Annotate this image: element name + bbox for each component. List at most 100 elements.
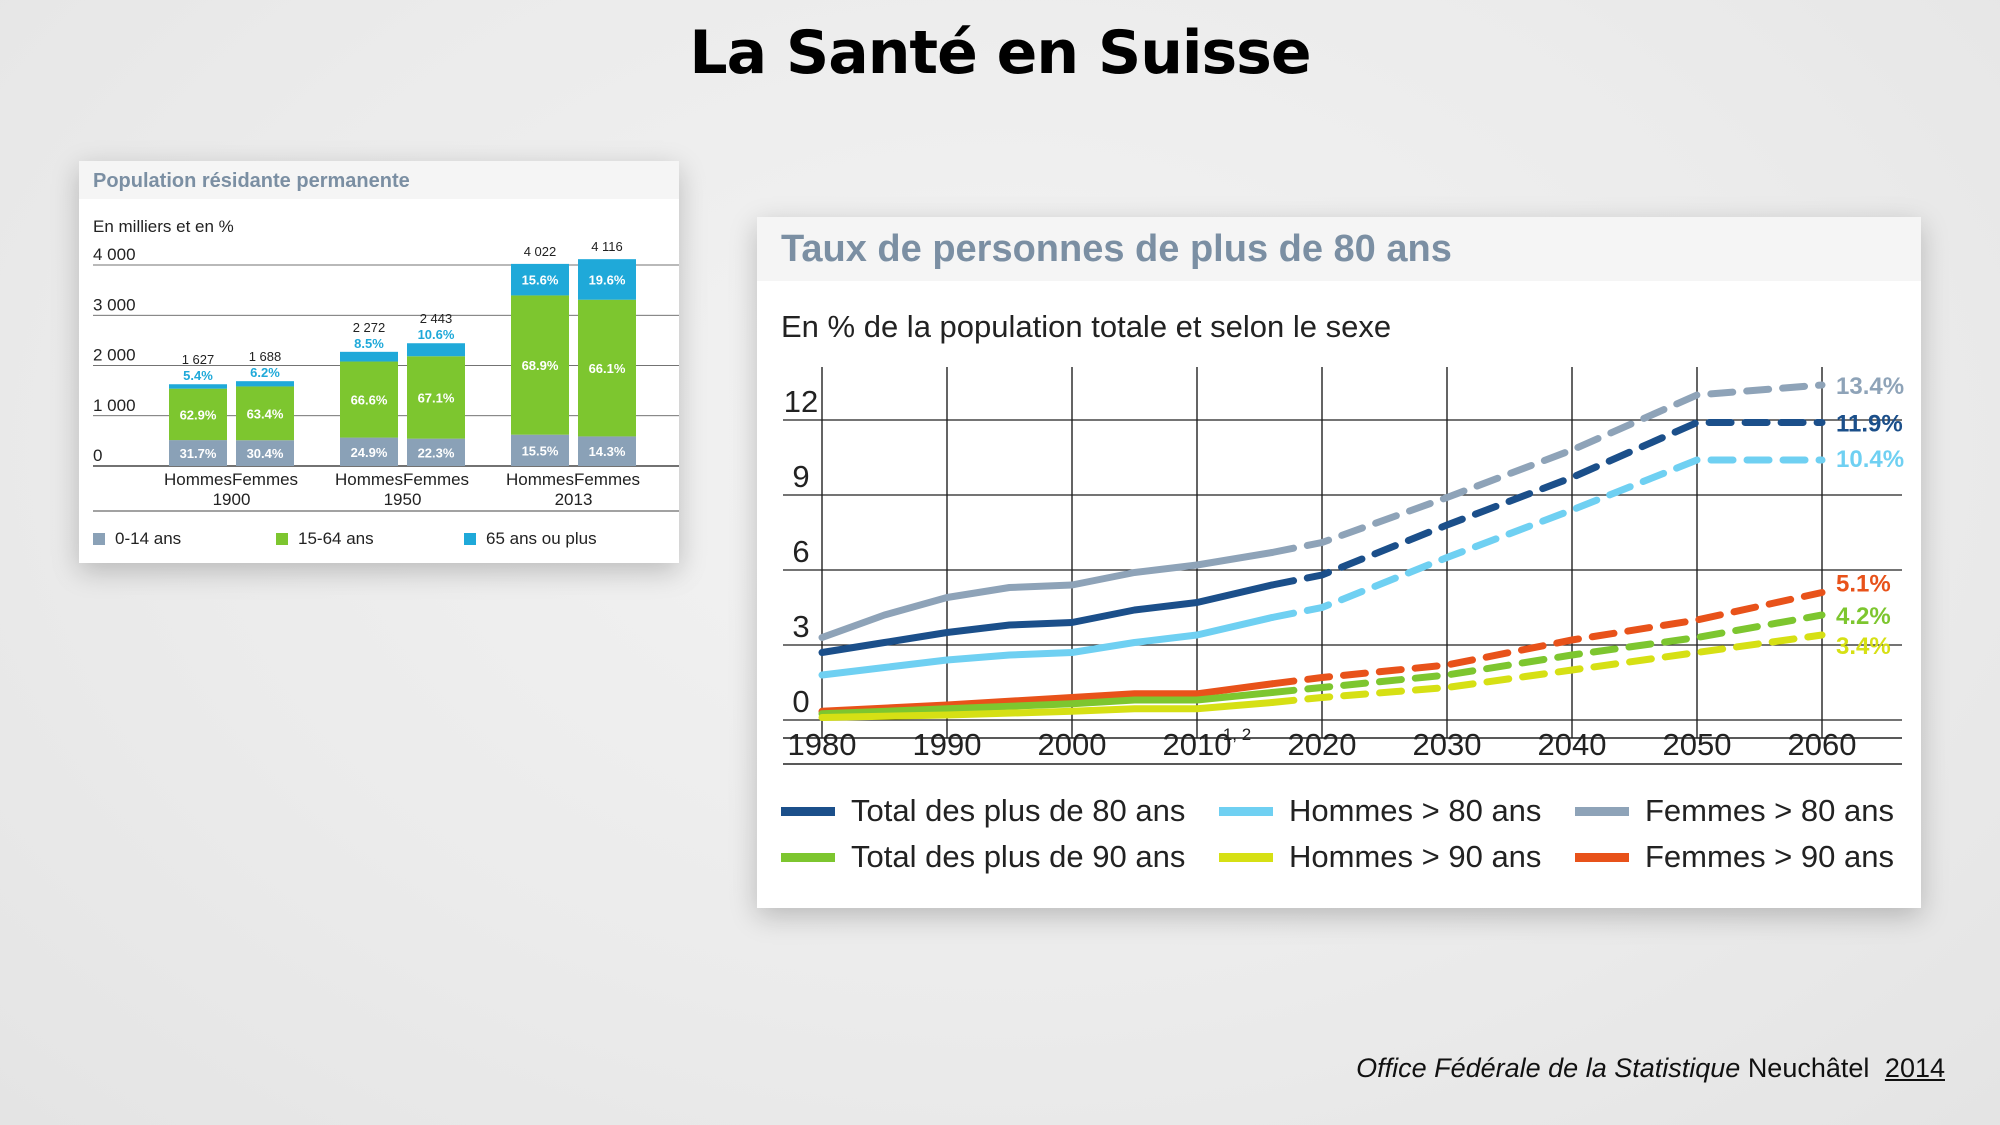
legend-swatch xyxy=(1219,852,1273,862)
source-citation: Office Fédérale de la Statistique Neuchâ… xyxy=(1356,1053,1945,1084)
series-end-label: 4.2% xyxy=(1836,603,1891,630)
legend-label: 65 ans ou plus xyxy=(486,529,597,548)
legend-item-total90: Total des plus de 90 ans xyxy=(781,839,1185,875)
legend-item-hommes90: Hommes > 90 ans xyxy=(1219,839,1541,875)
x-tick-label: 2060 xyxy=(1788,727,1857,762)
legend-swatch xyxy=(464,533,476,545)
x-tick-footnote: 1, 2 xyxy=(1223,725,1251,744)
bar-total-label: 2 443 xyxy=(420,311,453,326)
population-chart-subtitle: En milliers et en % xyxy=(93,217,234,236)
y-tick-label: 0 xyxy=(792,684,809,719)
population-chart-header: Population résidante permanente xyxy=(79,161,679,199)
bar-total-label: 4 022 xyxy=(524,244,557,259)
y-tick-label: 0 xyxy=(93,446,102,465)
bar-value-label: 24.9% xyxy=(351,445,388,460)
elderly-chart-subtitle: En % de la population totale et selon le… xyxy=(781,309,1392,344)
bar-value-label: 68.9% xyxy=(522,358,559,373)
source-publisher: Office Fédérale de la Statistique xyxy=(1356,1053,1741,1083)
bar-value-label: 15.5% xyxy=(522,443,559,458)
bar-segment xyxy=(340,351,398,362)
series-end-label: 11.9% xyxy=(1836,411,1903,438)
series-line-projection xyxy=(1268,456,1826,621)
source-year: 2014 xyxy=(1884,1053,1945,1083)
slide-title: La Santé en Suisse xyxy=(689,18,1311,88)
y-tick-label: 3 xyxy=(792,609,809,644)
bar-value-label: 19.6% xyxy=(589,272,626,287)
series-end-label: 3.4% xyxy=(1836,633,1891,660)
bar-segment xyxy=(169,384,227,389)
bar-total-label: 4 116 xyxy=(591,239,623,254)
y-tick-label: 12 xyxy=(784,384,818,419)
y-tick-label: 2 000 xyxy=(93,346,136,365)
bar-total-label: 1 688 xyxy=(249,349,282,364)
bar-segment xyxy=(511,263,569,296)
x-tick-label: 2010 xyxy=(1163,727,1232,762)
y-tick-label: 6 xyxy=(792,534,809,569)
legend-swatch xyxy=(1575,852,1629,862)
x-tick-label: 2020 xyxy=(1288,727,1357,762)
bar-value-label: 5.4% xyxy=(183,368,213,383)
y-tick-label: 1 000 xyxy=(93,396,136,415)
series-end-label: 13.4% xyxy=(1836,373,1904,400)
x-tick-label: 2030 xyxy=(1413,727,1482,762)
x-year-label: 1950 xyxy=(384,490,422,509)
bar-segment xyxy=(578,299,636,437)
bar-segment xyxy=(578,259,636,300)
x-category-label: Femmes xyxy=(574,470,640,489)
legend-label: 15-64 ans xyxy=(298,529,374,548)
legend-swatch xyxy=(93,533,105,545)
legend-item-0-14: 0-14 ans xyxy=(93,529,181,549)
legend-item-15-64: 15-64 ans xyxy=(276,529,374,549)
bar-value-label: 14.3% xyxy=(589,444,626,459)
x-category-label: Femmes xyxy=(232,470,298,489)
bar-value-label: 15.6% xyxy=(522,273,559,288)
bar-value-label: 30.4% xyxy=(247,446,284,461)
series-line-projection xyxy=(1268,419,1826,589)
elderly-chart-header: Taux de personnes de plus de 80 ans xyxy=(757,217,1921,281)
legend-label: Hommes > 90 ans xyxy=(1289,839,1542,874)
legend-label: Femmes > 90 ans xyxy=(1645,839,1894,874)
bar-segment xyxy=(236,381,294,387)
bar-segment xyxy=(236,386,294,441)
legend-label: Total des plus de 80 ans xyxy=(851,793,1186,828)
bar-total-label: 1 627 xyxy=(182,352,215,367)
legend-swatch xyxy=(1575,806,1629,816)
bar-value-label: 66.6% xyxy=(351,393,388,408)
series-end-label: 5.1% xyxy=(1836,571,1891,598)
y-tick-label: 9 xyxy=(792,459,809,494)
bar-value-label: 8.5% xyxy=(354,336,384,351)
bar-segment xyxy=(511,295,569,435)
x-category-label: Femmes xyxy=(403,470,469,489)
bar-segment xyxy=(340,437,398,466)
bar-segment xyxy=(340,361,398,438)
x-tick-label: 1980 xyxy=(788,727,857,762)
bar-value-label: 22.3% xyxy=(418,445,455,460)
y-tick-label: 3 000 xyxy=(93,295,136,314)
bar-value-label: 31.7% xyxy=(180,446,217,461)
bar-segment xyxy=(578,436,636,466)
series-line-projection xyxy=(1268,589,1826,688)
legend-swatch xyxy=(1219,806,1273,816)
series-line-historical xyxy=(818,549,1276,641)
series-line-projection xyxy=(1268,631,1826,706)
bar-value-label: 67.1% xyxy=(418,390,455,405)
population-chart-panel: Population résidante permanente En milli… xyxy=(79,161,679,563)
bar-segment xyxy=(407,438,465,466)
bar-segment xyxy=(236,440,294,466)
legend-swatch xyxy=(781,806,835,816)
series-line-historical xyxy=(818,581,1276,656)
legend-item-total80: Total des plus de 80 ans xyxy=(781,793,1185,829)
series-line-projection xyxy=(1268,611,1826,696)
bar-value-label: 6.2% xyxy=(250,365,280,380)
series-line-historical xyxy=(818,699,1276,721)
legend-swatch xyxy=(276,533,288,545)
series-line-historical xyxy=(818,680,1276,715)
x-year-label: 2013 xyxy=(555,490,593,509)
legend-item-hommes80: Hommes > 80 ans xyxy=(1219,793,1541,829)
series-line-projection xyxy=(1268,381,1826,556)
y-tick-label: 4 000 xyxy=(93,245,136,264)
x-category-label: Hommes xyxy=(164,470,232,489)
legend-label: Hommes > 80 ans xyxy=(1289,793,1542,828)
x-tick-label: 1990 xyxy=(913,727,982,762)
population-bar-chart: 0 1 000 2 000 3 000 4 000 31.7% 62.9% 5.4%1 627… xyxy=(93,239,679,512)
